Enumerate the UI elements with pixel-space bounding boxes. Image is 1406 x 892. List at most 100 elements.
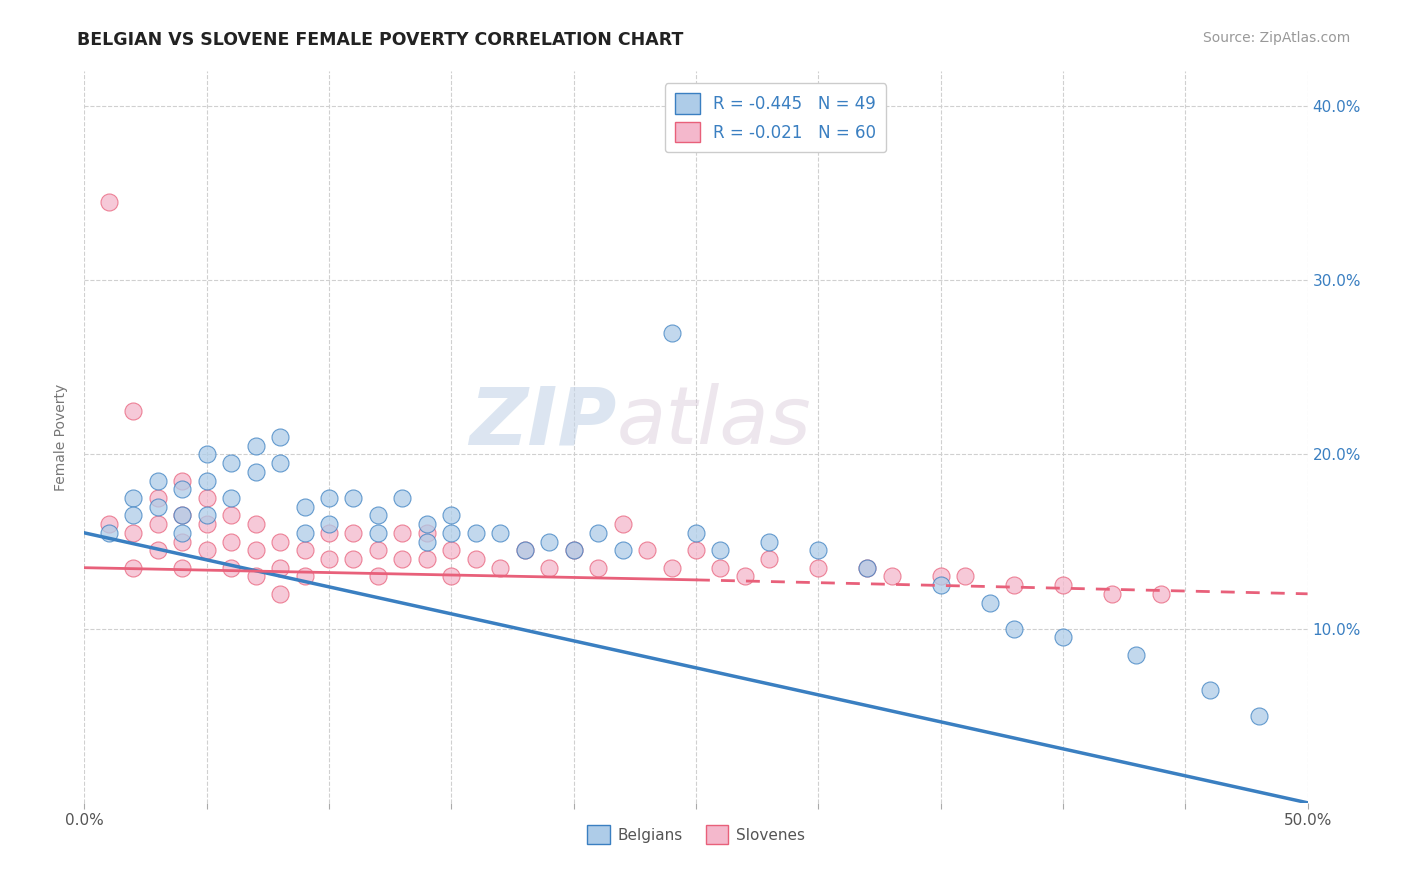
Point bbox=[440, 543, 463, 558]
Point bbox=[172, 508, 194, 523]
Point bbox=[269, 456, 291, 470]
Point bbox=[172, 534, 194, 549]
Point bbox=[245, 569, 267, 583]
Point bbox=[562, 543, 585, 558]
Text: ZIP: ZIP bbox=[470, 384, 616, 461]
Point bbox=[219, 491, 242, 505]
Point bbox=[440, 569, 463, 583]
Point bbox=[1052, 578, 1074, 592]
Point bbox=[219, 456, 242, 470]
Point bbox=[758, 534, 780, 549]
Point bbox=[929, 569, 952, 583]
Point bbox=[245, 439, 267, 453]
Legend: Belgians, Slovenes: Belgians, Slovenes bbox=[581, 819, 811, 850]
Point bbox=[195, 508, 218, 523]
Point bbox=[709, 543, 731, 558]
Point bbox=[612, 517, 634, 532]
Point bbox=[342, 552, 364, 566]
Point bbox=[416, 534, 439, 549]
Point bbox=[538, 560, 561, 574]
Point bbox=[1247, 708, 1270, 723]
Point bbox=[172, 483, 194, 497]
Point bbox=[489, 560, 512, 574]
Point bbox=[538, 534, 561, 549]
Point bbox=[146, 474, 169, 488]
Point bbox=[318, 491, 340, 505]
Text: atlas: atlas bbox=[616, 384, 811, 461]
Point bbox=[269, 560, 291, 574]
Point bbox=[122, 508, 145, 523]
Point bbox=[367, 543, 389, 558]
Point bbox=[416, 525, 439, 540]
Point bbox=[1002, 622, 1025, 636]
Point bbox=[953, 569, 976, 583]
Y-axis label: Female Poverty: Female Poverty bbox=[55, 384, 69, 491]
Point bbox=[195, 517, 218, 532]
Point bbox=[294, 525, 316, 540]
Point bbox=[416, 517, 439, 532]
Point bbox=[513, 543, 536, 558]
Point bbox=[586, 560, 609, 574]
Point bbox=[269, 534, 291, 549]
Point bbox=[562, 543, 585, 558]
Point bbox=[146, 500, 169, 514]
Point bbox=[586, 525, 609, 540]
Point bbox=[195, 448, 218, 462]
Point bbox=[489, 525, 512, 540]
Point bbox=[294, 543, 316, 558]
Point bbox=[612, 543, 634, 558]
Point bbox=[342, 525, 364, 540]
Point bbox=[979, 595, 1001, 609]
Point bbox=[513, 543, 536, 558]
Point bbox=[219, 534, 242, 549]
Point bbox=[318, 517, 340, 532]
Point bbox=[122, 525, 145, 540]
Point bbox=[245, 465, 267, 479]
Point bbox=[146, 543, 169, 558]
Point bbox=[122, 404, 145, 418]
Point bbox=[146, 517, 169, 532]
Point bbox=[1150, 587, 1173, 601]
Point bbox=[391, 525, 413, 540]
Point bbox=[97, 525, 120, 540]
Point bbox=[367, 525, 389, 540]
Text: Source: ZipAtlas.com: Source: ZipAtlas.com bbox=[1202, 31, 1350, 45]
Point bbox=[97, 194, 120, 209]
Point bbox=[391, 552, 413, 566]
Point bbox=[734, 569, 756, 583]
Point bbox=[172, 525, 194, 540]
Point bbox=[661, 560, 683, 574]
Point bbox=[416, 552, 439, 566]
Point bbox=[219, 508, 242, 523]
Point bbox=[1198, 682, 1220, 697]
Point bbox=[709, 560, 731, 574]
Point bbox=[807, 543, 830, 558]
Text: BELGIAN VS SLOVENE FEMALE POVERTY CORRELATION CHART: BELGIAN VS SLOVENE FEMALE POVERTY CORREL… bbox=[77, 31, 683, 49]
Point bbox=[146, 491, 169, 505]
Point bbox=[294, 569, 316, 583]
Point bbox=[342, 491, 364, 505]
Point bbox=[1002, 578, 1025, 592]
Point bbox=[318, 525, 340, 540]
Point bbox=[269, 430, 291, 444]
Point bbox=[807, 560, 830, 574]
Point bbox=[195, 543, 218, 558]
Point bbox=[245, 543, 267, 558]
Point bbox=[856, 560, 879, 574]
Point bbox=[661, 326, 683, 340]
Point bbox=[1052, 631, 1074, 645]
Point bbox=[440, 525, 463, 540]
Point bbox=[318, 552, 340, 566]
Point bbox=[636, 543, 658, 558]
Point bbox=[1125, 648, 1147, 662]
Point bbox=[758, 552, 780, 566]
Point bbox=[880, 569, 903, 583]
Point bbox=[219, 560, 242, 574]
Point bbox=[245, 517, 267, 532]
Point bbox=[1101, 587, 1123, 601]
Point bbox=[172, 560, 194, 574]
Point bbox=[440, 508, 463, 523]
Point bbox=[172, 508, 194, 523]
Point bbox=[685, 525, 707, 540]
Point bbox=[685, 543, 707, 558]
